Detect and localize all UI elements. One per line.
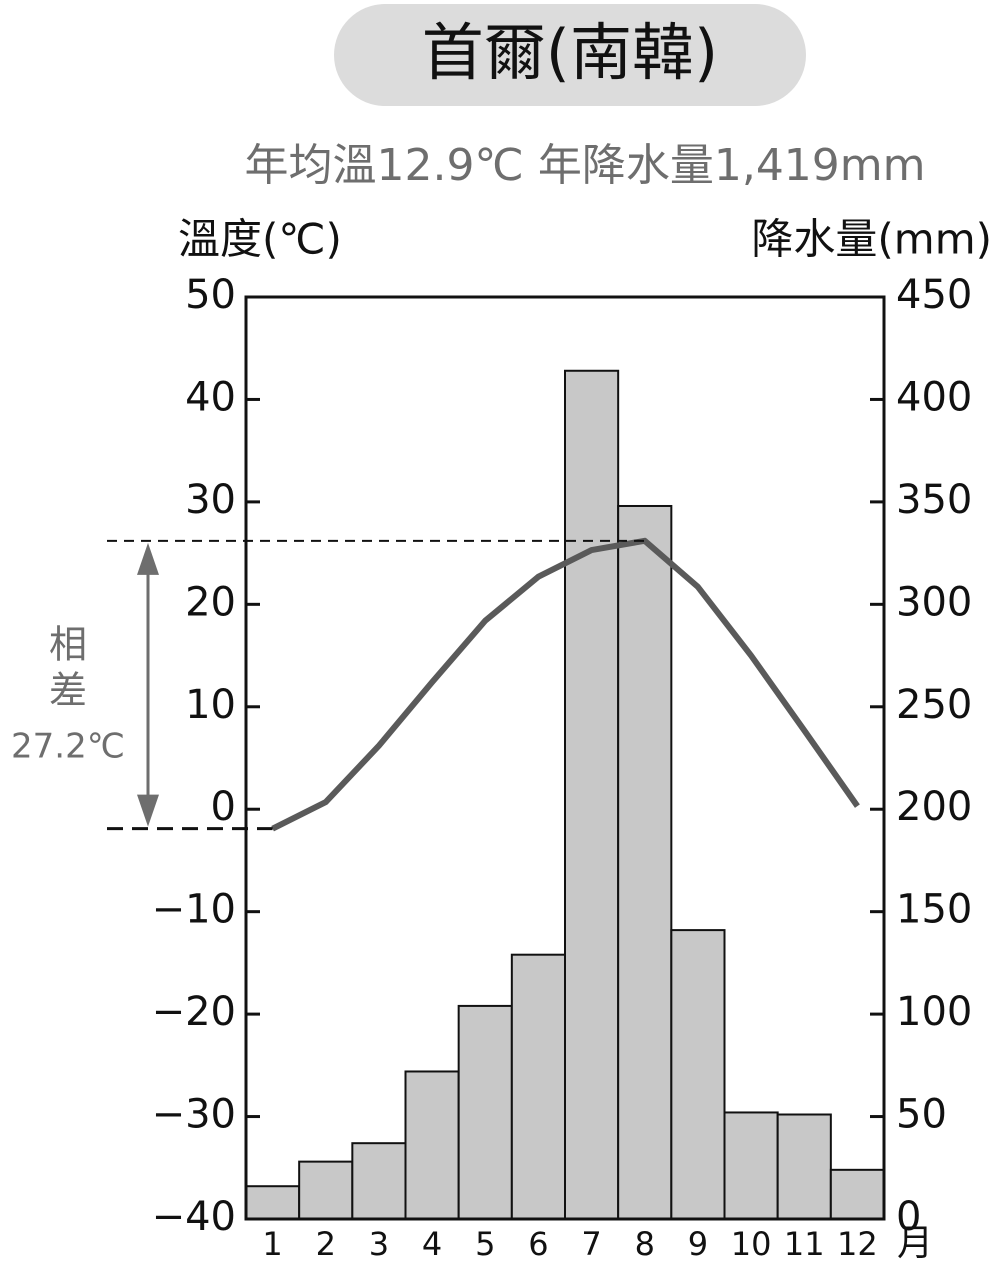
bar <box>723 1111 779 1220</box>
y2-tick-label: 250 <box>896 682 972 728</box>
bar <box>351 1142 407 1221</box>
bar <box>776 1113 832 1221</box>
y2-axis-label: 降水量(mm) <box>751 215 992 264</box>
x-tick-label: 10 <box>731 1225 772 1263</box>
x-tick-label: 6 <box>528 1225 548 1263</box>
x-tick-label: 1 <box>262 1225 282 1263</box>
y-tick-label: −40 <box>152 1194 236 1240</box>
y-tick-label: −20 <box>152 989 236 1035</box>
arrow-head <box>137 794 159 827</box>
chart-title: 首爾(南韓) <box>422 16 718 89</box>
bar <box>245 1185 301 1220</box>
y2-tick-label: 400 <box>896 374 972 420</box>
y-tick-label: 10 <box>185 682 236 728</box>
bar <box>404 1070 460 1220</box>
x-tick-label: 4 <box>422 1225 442 1263</box>
y-tick-label: 20 <box>185 579 236 625</box>
bar <box>298 1160 354 1220</box>
range-label: 相差 <box>43 624 87 716</box>
range-value-label: 27.2℃ <box>11 727 125 767</box>
arrow-head <box>137 542 159 575</box>
title-background <box>334 4 806 106</box>
y2-tick-label: 350 <box>896 477 972 523</box>
bar <box>457 1004 513 1220</box>
y-tick-label: −30 <box>152 1092 236 1138</box>
temperature-line <box>271 537 860 832</box>
bar <box>829 1168 885 1220</box>
y2-tick-label: 300 <box>896 579 972 625</box>
y2-tick-label: 100 <box>896 989 972 1035</box>
y2-tick-label: 200 <box>896 784 972 830</box>
y-tick-label: 50 <box>185 272 236 318</box>
chart-subtitle: 年均溫12.9℃ 年降水量1,419mm <box>244 140 925 191</box>
x-tick-label: 3 <box>369 1225 389 1263</box>
x-tick-label: 2 <box>316 1225 336 1263</box>
y-tick-label: −10 <box>152 887 236 933</box>
y2-tick-label: 450 <box>896 272 972 318</box>
y2-tick-label: 50 <box>896 1092 947 1138</box>
x-axis-label: 月 <box>897 1223 933 1264</box>
y2-tick-label: 150 <box>896 887 972 933</box>
x-tick-label: 7 <box>581 1225 601 1263</box>
bar <box>670 929 726 1221</box>
y-tick-label: 40 <box>185 374 236 420</box>
x-tick-label: 8 <box>635 1225 655 1263</box>
x-tick-label: 11 <box>784 1225 825 1263</box>
y-tick-label: 0 <box>211 784 236 830</box>
bar <box>510 953 567 1221</box>
x-tick-label: 9 <box>688 1225 708 1263</box>
plot-frame <box>244 295 886 1221</box>
bar <box>617 504 673 1220</box>
y2-tick-label: 0 <box>896 1194 921 1240</box>
x-tick-label: 12 <box>837 1225 878 1263</box>
x-tick-label: 5 <box>475 1225 495 1263</box>
y-tick-label: 30 <box>185 477 236 523</box>
y-axis-label: 溫度(℃) <box>178 215 342 264</box>
bar <box>564 369 620 1220</box>
